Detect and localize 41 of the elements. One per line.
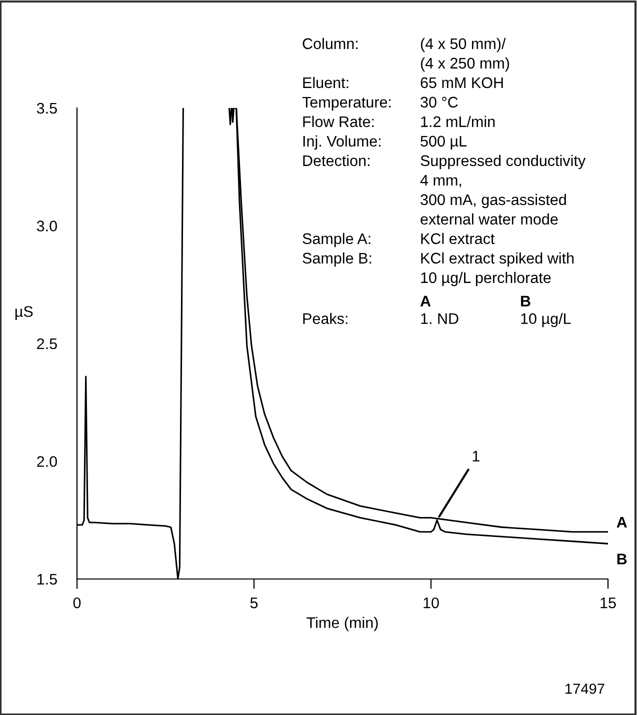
annotation: A xyxy=(420,296,431,306)
annotation: Temperature: xyxy=(302,96,391,111)
x-tick-label: 5 xyxy=(250,598,258,608)
annotation: Detection: xyxy=(303,154,370,166)
text: 65 mM KOH xyxy=(420,77,503,88)
annotation: KCl extract xyxy=(421,232,495,244)
text: Eluent: xyxy=(303,76,348,88)
annotation: 1.2 mL/min xyxy=(421,116,495,128)
y-tick-label: 1.5 xyxy=(37,574,57,585)
y-tick-label: 2.0 xyxy=(37,456,57,467)
text: 30 °C xyxy=(420,96,458,108)
annotation: B xyxy=(521,296,530,306)
annotation: external water mode xyxy=(420,213,558,225)
annotation: Peaks: xyxy=(303,312,348,324)
text: Column: xyxy=(302,38,358,50)
y-tick-label: 3.5 xyxy=(36,102,57,114)
y-tick-label: 3.0 xyxy=(36,220,57,232)
annotation: 1 xyxy=(472,450,480,462)
y-axis-title: µS xyxy=(15,306,33,320)
y-tick-label: 2.5 xyxy=(37,338,57,350)
x-tick-label: 10 xyxy=(424,597,439,608)
series-label: A xyxy=(616,517,627,528)
annotation: Sample A: xyxy=(302,232,370,248)
text: 17497 xyxy=(566,684,604,694)
text: (4 x 50 mm)/ xyxy=(420,38,506,52)
annotation: Inj. Volume: xyxy=(303,135,380,150)
annotation: 500 µL xyxy=(420,136,467,150)
annotation: Suppressed conductivity xyxy=(420,154,586,170)
annotation: Flow Rate: xyxy=(303,116,374,128)
annotation: KCl extract spiked with xyxy=(421,252,574,267)
x-tick-label: 15 xyxy=(600,598,616,608)
x-axis-title: Time (min) xyxy=(306,616,378,632)
annotation: Sample B: xyxy=(302,252,372,267)
annotation: 4 mm, xyxy=(420,174,462,188)
text: (4 x 250 mm) xyxy=(420,57,510,72)
annotation: 10 µg/L xyxy=(521,312,571,328)
series-label: B xyxy=(617,554,627,564)
annotation: 10 µg/L perchlorate xyxy=(421,272,551,286)
annotation: 300 mA, gas-assisted xyxy=(420,194,566,208)
annotation: 1. ND xyxy=(421,313,458,324)
x-tick-label: 0 xyxy=(73,597,81,608)
